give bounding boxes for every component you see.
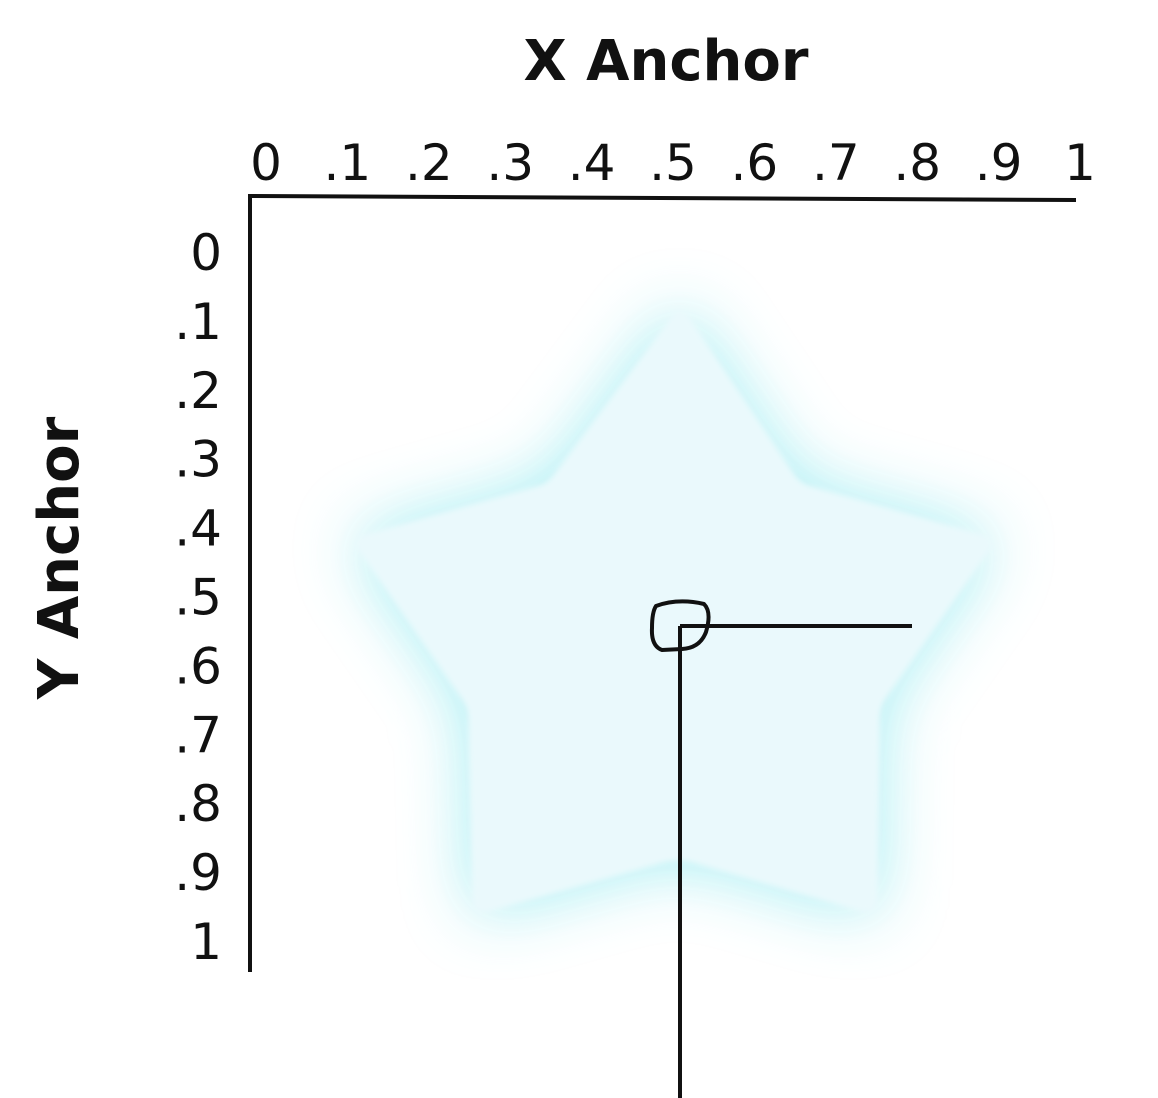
y-axis-title: Y Anchor	[27, 416, 92, 700]
x-axis-title: X Anchor	[523, 29, 808, 94]
x-tick-label: .9	[975, 134, 1023, 192]
y-tick-label: .8	[174, 775, 222, 833]
x-tick-label: .5	[649, 134, 697, 192]
y-tick-label: .4	[174, 500, 222, 558]
x-tick-label: .8	[893, 134, 941, 192]
y-tick-label: .7	[174, 706, 222, 764]
x-axis-line	[247, 194, 1077, 202]
x-tick-label: 0	[250, 134, 282, 192]
x-tick-label: .1	[324, 134, 372, 192]
y-tick-label: .9	[174, 844, 222, 902]
y-tick-label: .3	[174, 431, 222, 489]
x-tick-label: .3	[486, 134, 534, 192]
y-tick-label: .1	[174, 293, 222, 351]
x-tick-label: .7	[812, 134, 860, 192]
y-tick-label: .2	[174, 362, 222, 420]
star-shape	[355, 309, 992, 913]
y-tick-label: 1	[190, 913, 222, 971]
anchor-marker	[649, 599, 912, 1098]
y-tick-label: 0	[190, 224, 222, 282]
x-axis-ticks: 0 .1 .2 .3 .4 .5 .6 .7 .8 .9 1	[250, 134, 1096, 192]
y-axis-ticks: 0 .1 .2 .3 .4 .5 .6 .7 .8 .9 1	[174, 224, 222, 971]
star-body	[355, 309, 992, 913]
y-tick-label: .6	[174, 637, 222, 695]
y-tick-label: .5	[174, 569, 222, 627]
x-tick-label: .4	[568, 134, 616, 192]
x-tick-label: .2	[405, 134, 453, 192]
x-tick-label: 1	[1064, 134, 1096, 192]
anchor-handle	[649, 599, 711, 652]
x-tick-label: .6	[731, 134, 779, 192]
